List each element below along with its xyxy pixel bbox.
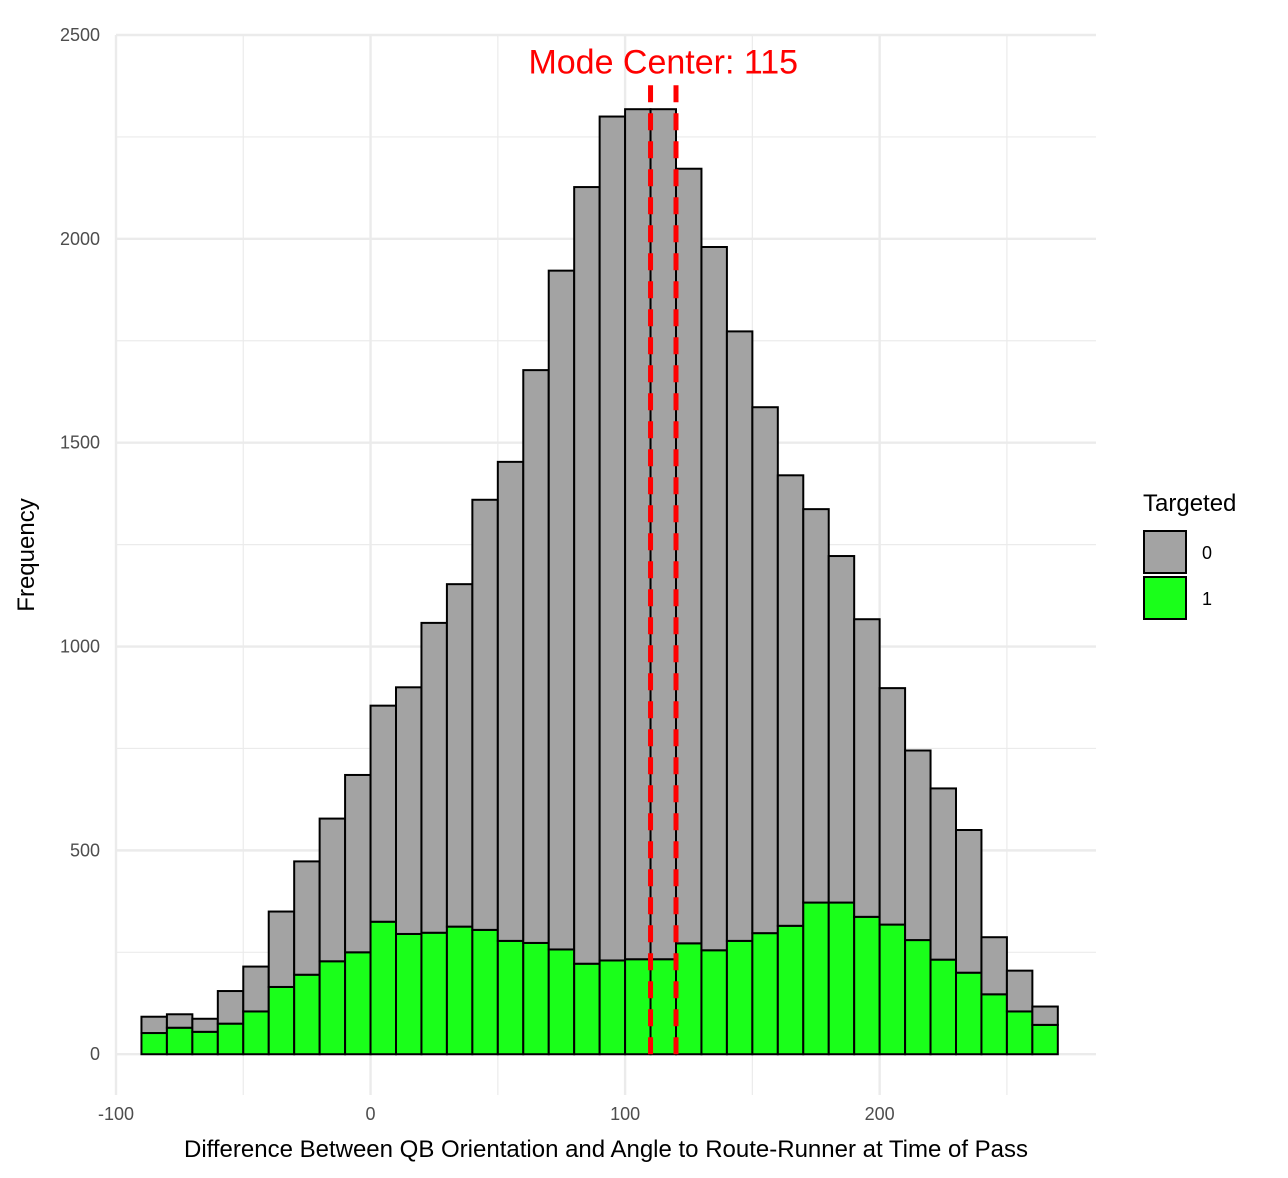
x-tick-label: 0: [366, 1104, 376, 1124]
bar-targeted-1: [547, 948, 576, 1056]
bar-targeted-1: [725, 939, 754, 1056]
bar-targeted-0: [1031, 1005, 1059, 1026]
bar-targeted-0: [547, 269, 576, 951]
bar-targeted-1: [140, 1032, 168, 1056]
x-tick-label: 100: [610, 1104, 640, 1124]
bar-targeted-0: [293, 860, 321, 976]
bar-targeted-1: [649, 958, 678, 1056]
bar-targeted-0: [165, 1013, 194, 1029]
legend-swatch: [1143, 530, 1187, 574]
y-tick-label: 500: [70, 840, 100, 860]
bar-targeted-0: [980, 936, 1008, 996]
y-tick-label: 1500: [60, 433, 100, 453]
bar-targeted-0: [624, 108, 652, 961]
x-tick-label: 200: [865, 1104, 895, 1124]
bar-targeted-1: [318, 960, 347, 1056]
bar-targeted-0: [344, 773, 372, 954]
bar-targeted-1: [344, 951, 372, 1056]
bar-targeted-0: [573, 186, 601, 965]
bar-targeted-0: [445, 583, 474, 928]
bars: [140, 108, 1059, 1056]
bar-targeted-0: [267, 910, 296, 988]
bar-targeted-0: [1005, 969, 1034, 1013]
bar-targeted-1: [293, 973, 321, 1056]
bar-targeted-0: [369, 704, 397, 923]
bar-targeted-1: [598, 959, 627, 1056]
bar-targeted-0: [496, 460, 525, 942]
bar-targeted-1: [420, 931, 448, 1056]
y-tick-label: 2000: [60, 229, 100, 249]
bar-targeted-1: [267, 985, 296, 1056]
bar-targeted-1: [216, 1022, 245, 1056]
legend-label: 0: [1202, 543, 1212, 563]
bar-targeted-0: [649, 108, 678, 961]
bar-targeted-1: [675, 942, 703, 1056]
bar-targeted-0: [700, 246, 728, 952]
bar-targeted-1: [776, 924, 805, 1056]
bar-targeted-0: [827, 555, 856, 904]
bar-targeted-0: [471, 498, 499, 931]
bar-targeted-1: [700, 949, 728, 1056]
bar-targeted-0: [598, 115, 627, 962]
bar-targeted-0: [955, 829, 983, 974]
y-tick-label: 1000: [60, 637, 100, 657]
bar-targeted-1: [165, 1026, 194, 1056]
bar-targeted-1: [904, 939, 932, 1056]
bar-targeted-0: [318, 817, 347, 963]
bar-targeted-0: [751, 406, 779, 935]
bar-targeted-1: [802, 901, 830, 1056]
bar-targeted-1: [929, 958, 958, 1056]
y-axis-ticks: 0 500 1000 1500 2000 2500: [60, 25, 100, 1064]
bar-targeted-0: [904, 749, 932, 942]
y-tick-label: 0: [90, 1044, 100, 1064]
x-tick-label: -100: [98, 1104, 134, 1124]
bar-targeted-1: [1005, 1010, 1034, 1056]
bar-targeted-1: [955, 971, 983, 1056]
x-axis-title: Difference Between QB Orientation and An…: [184, 1136, 1028, 1163]
bar-targeted-0: [140, 1015, 168, 1035]
bar-targeted-1: [1031, 1023, 1059, 1056]
bar-targeted-1: [242, 1010, 270, 1056]
bar-targeted-1: [751, 932, 779, 1056]
bar-targeted-1: [853, 915, 881, 1056]
bar-targeted-0: [725, 330, 754, 942]
legend-label: 1: [1202, 589, 1212, 609]
y-axis-title: Frequency: [13, 498, 40, 611]
x-axis-ticks: -100 0 100 200: [98, 1104, 895, 1124]
legend: Targeted 0 1: [1143, 490, 1236, 620]
bar-targeted-1: [980, 993, 1008, 1056]
legend-title: Targeted: [1143, 490, 1236, 517]
bar-targeted-0: [929, 787, 958, 961]
bar-targeted-0: [776, 474, 805, 927]
bar-targeted-0: [802, 508, 830, 904]
bar-targeted-0: [853, 618, 881, 918]
bar-targeted-1: [191, 1030, 219, 1056]
bar-targeted-1: [395, 932, 423, 1056]
bar-targeted-1: [878, 923, 907, 1056]
bar-targeted-1: [624, 958, 652, 1056]
bar-targeted-0: [878, 687, 907, 926]
bar-targeted-1: [445, 925, 474, 1056]
legend-swatch: [1143, 576, 1187, 620]
bar-targeted-0: [675, 167, 703, 945]
bar-targeted-0: [191, 1017, 219, 1033]
bar-targeted-1: [522, 941, 550, 1056]
bar-targeted-0: [522, 369, 550, 944]
bar-targeted-1: [369, 920, 397, 1056]
bar-targeted-0: [420, 621, 448, 934]
bar-targeted-0: [216, 990, 245, 1025]
mode-center-annotation: Mode Center: 115: [528, 44, 798, 82]
bar-targeted-0: [242, 965, 270, 1013]
bar-targeted-0: [395, 686, 423, 935]
y-tick-label: 2500: [60, 25, 100, 45]
bar-targeted-1: [573, 962, 601, 1056]
bar-targeted-1: [827, 901, 856, 1056]
bar-targeted-1: [471, 928, 499, 1056]
reference-lines: [648, 75, 679, 1055]
bar-targeted-1: [496, 939, 525, 1056]
